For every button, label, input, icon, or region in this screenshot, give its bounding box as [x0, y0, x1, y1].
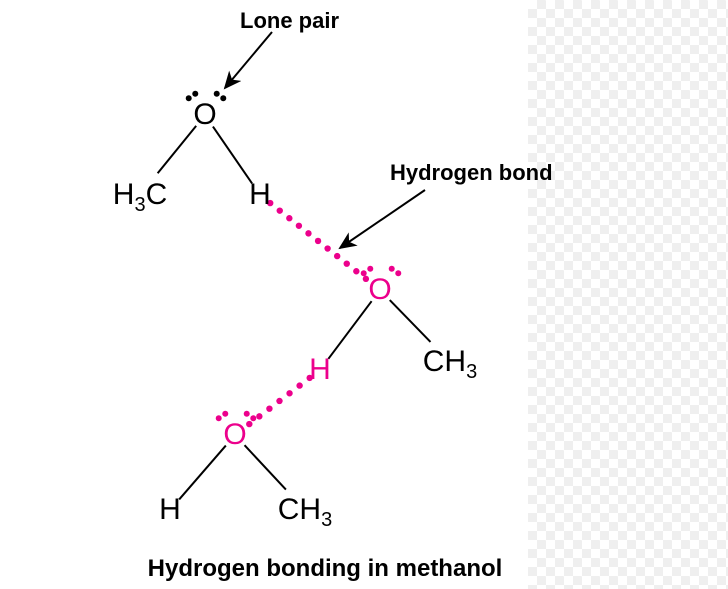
atom-label: H: [309, 355, 331, 385]
atom-label: H3C: [113, 180, 167, 210]
atom-label: O: [368, 275, 391, 305]
figure-caption: Hydrogen bonding in methanol: [148, 555, 503, 583]
text-layer: O H3C H O H CH3 O H CH3: [0, 0, 728, 589]
atom-label: O: [193, 100, 216, 130]
atom-label: O: [223, 420, 246, 450]
atom-label: H: [249, 180, 271, 210]
atom-label: CH3: [423, 347, 477, 377]
atom-label: H: [159, 495, 181, 525]
atom-label: CH3: [278, 495, 332, 525]
lone-pair-label: Lone pair: [240, 8, 339, 34]
hydrogen-bond-label: Hydrogen bond: [390, 160, 553, 186]
